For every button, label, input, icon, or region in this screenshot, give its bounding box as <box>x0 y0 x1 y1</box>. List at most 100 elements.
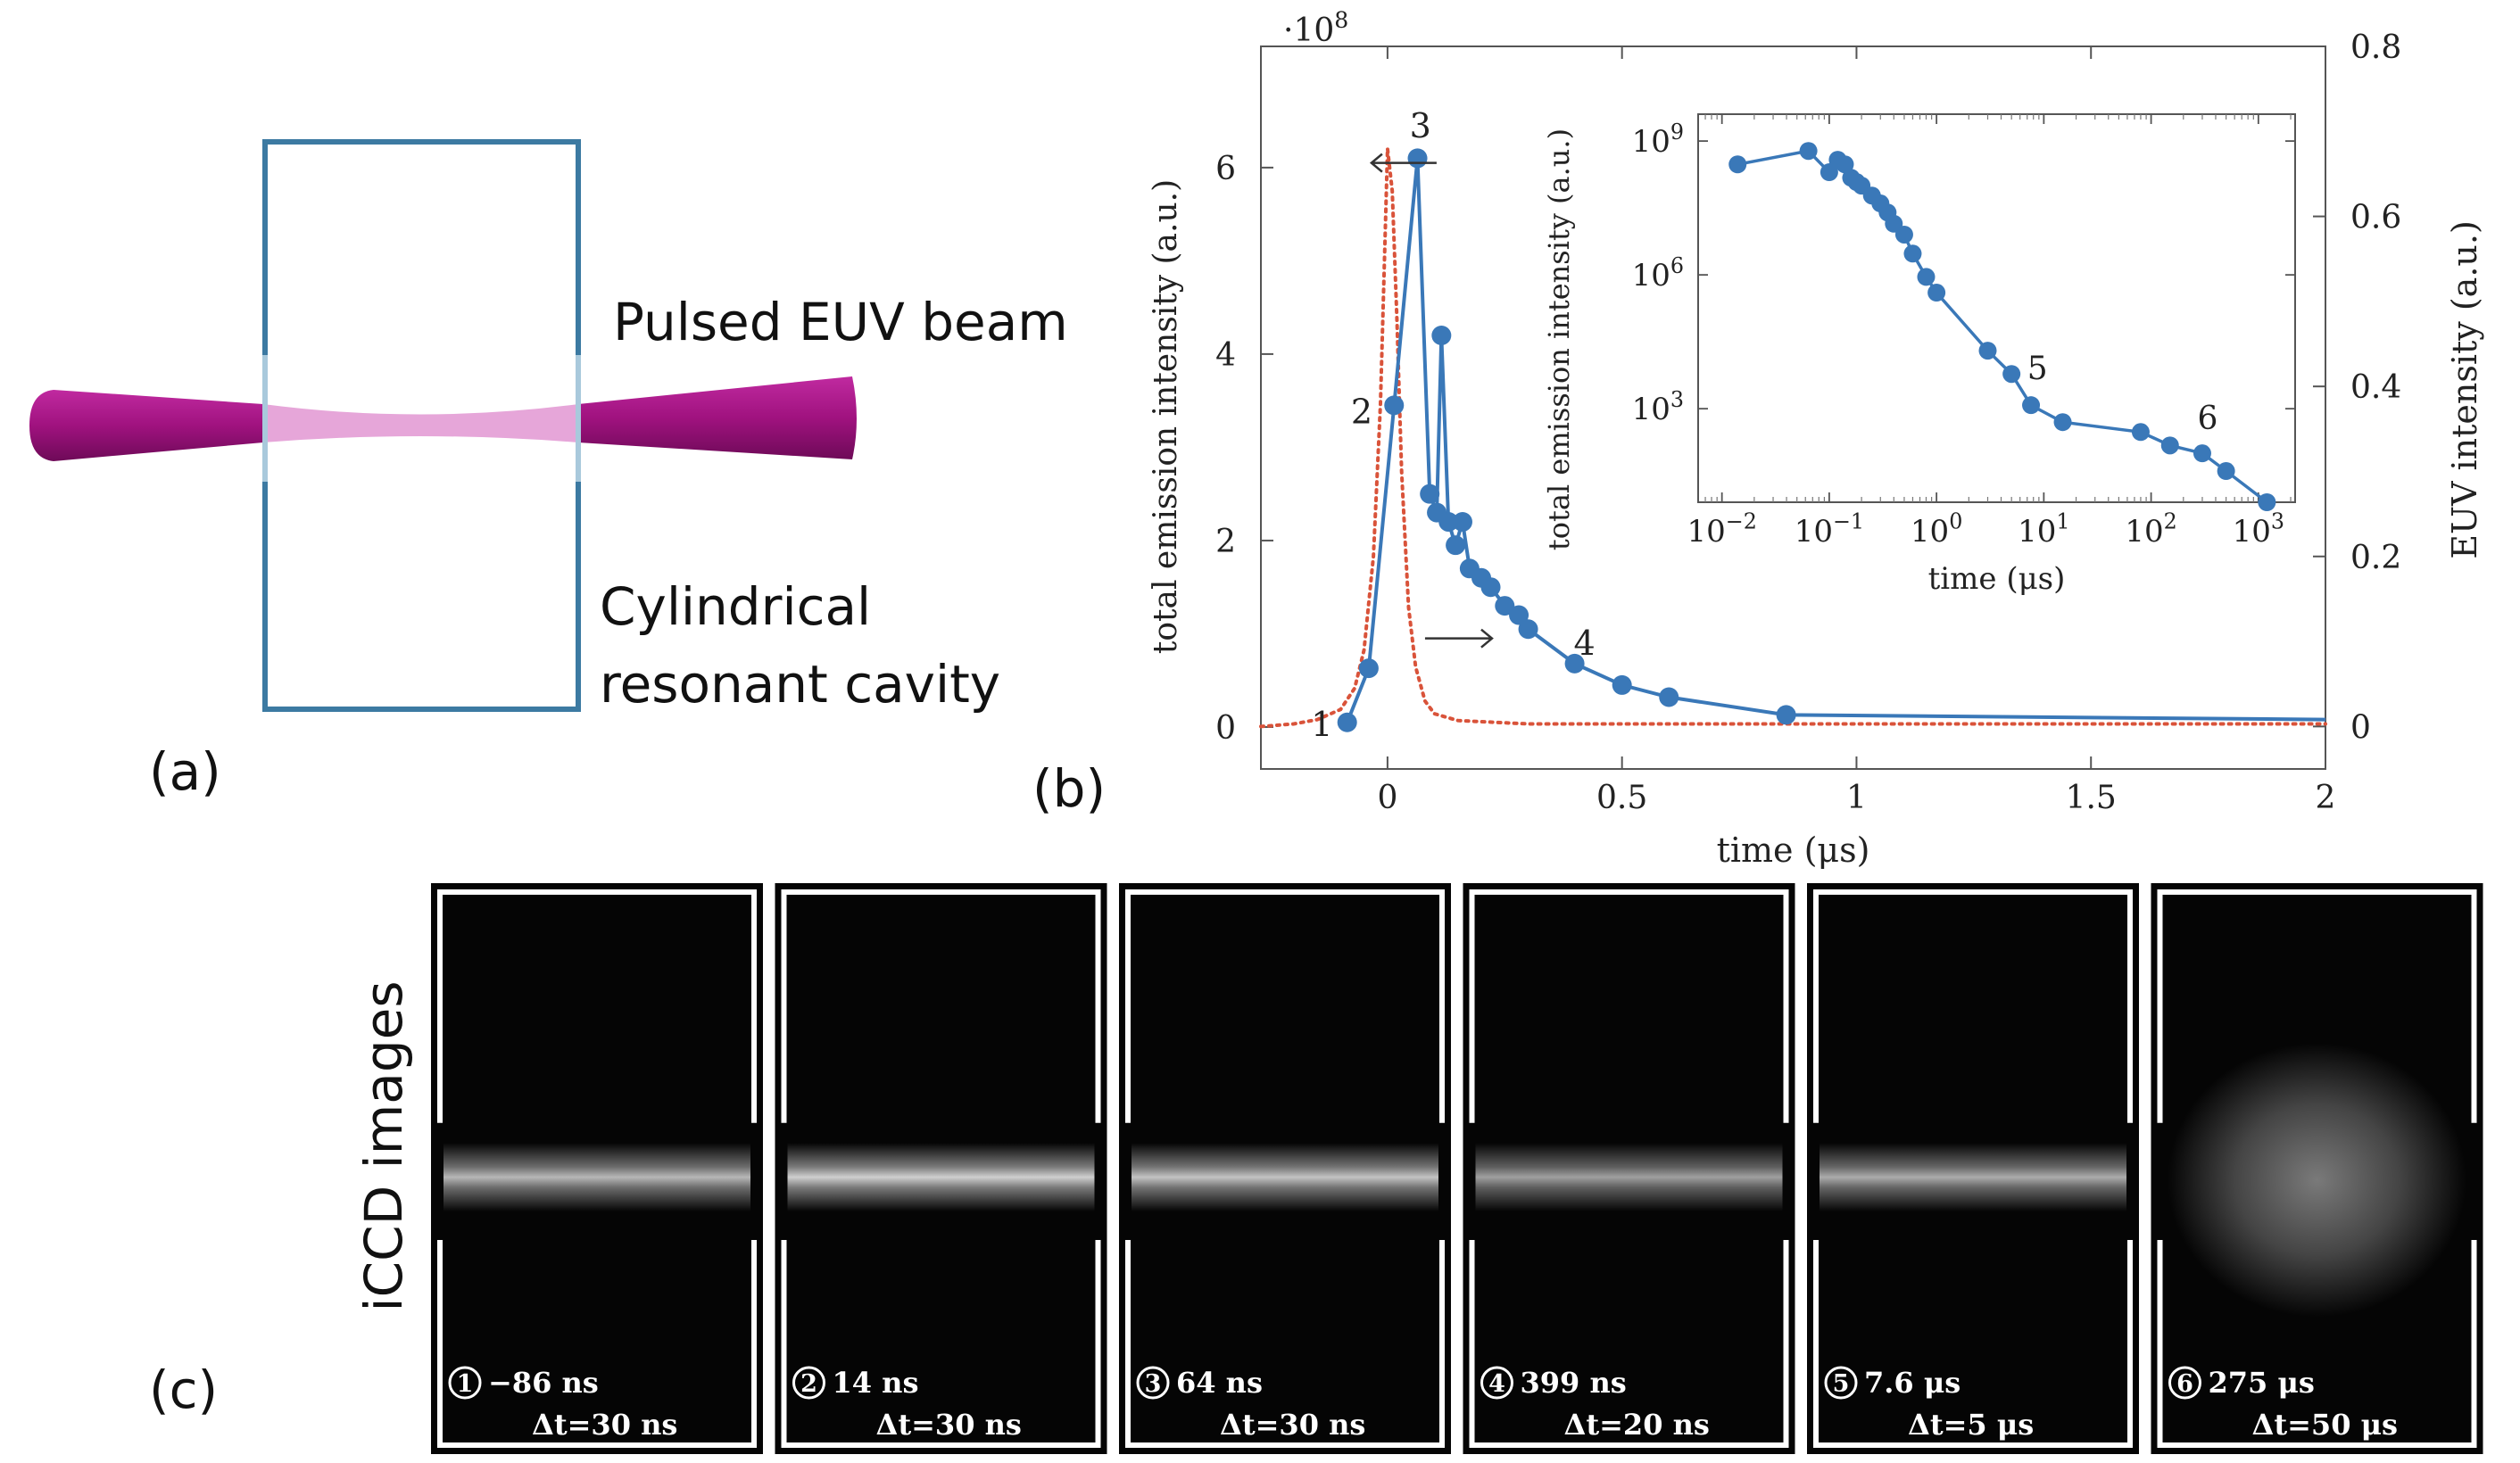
iccd-frame-2: 2 14 ns Δt=30 ns <box>775 883 1107 1454</box>
frame-number-circle <box>1136 1366 1170 1400</box>
cavity-bracket-top <box>2157 889 2477 1123</box>
y-right-axis-label: EUV intensity (a.u.) <box>2445 220 2484 559</box>
inset-x-tick-label-exp: 3 <box>2271 509 2284 534</box>
y-left-tick-label: 4 <box>1215 337 1236 374</box>
cavity-bracket-bottom <box>1469 1240 1789 1448</box>
emission-data-point <box>1420 484 1440 504</box>
frame-exposure: Δt=30 ns <box>532 1408 677 1442</box>
plasma-emission-beam <box>1820 1143 2126 1211</box>
emission-data-point <box>1659 687 1679 707</box>
y-multiplier-base: ·10 <box>1283 12 1334 49</box>
emission-data-point <box>1384 395 1405 416</box>
frame-exposure: Δt=5 μs <box>1908 1408 2034 1442</box>
iccd-side-label: iCCD images <box>353 980 414 1311</box>
inset-y-tick-label: 103 <box>1632 387 1684 427</box>
cavity-bracket-top <box>1813 889 2133 1123</box>
emission-data-point <box>1509 605 1529 625</box>
y-left-axis-label: total emission intensity (a.u.) <box>1148 179 1184 654</box>
inset-x-tick-label-exp: 2 <box>2164 509 2177 534</box>
right-axis-arrow <box>1424 628 1494 649</box>
inset-y-tick-label: 109 <box>1632 120 1684 160</box>
frame-time: 7.6 μs <box>1864 1366 1960 1400</box>
cavity-bracket-top <box>1125 889 1445 1123</box>
plasma-emission-beam <box>787 1143 1095 1211</box>
frame-number-circle <box>1480 1366 1513 1400</box>
inset-data-point <box>1799 142 1818 161</box>
y-right-tick-label: 0.2 <box>2350 540 2401 576</box>
emission-data-point <box>1407 148 1428 169</box>
plasma-emission-beam <box>1475 1143 1783 1211</box>
iccd-frame-4: 4 399 ns Δt=20 ns <box>1463 883 1795 1454</box>
emission-data-point <box>1452 512 1472 533</box>
y-left-tick-label: 2 <box>1215 524 1236 560</box>
euv-beam-right <box>578 376 857 459</box>
x-axis-label: time (μs) <box>1717 831 1870 870</box>
inset-y-tick-label-exp: 3 <box>1670 387 1684 412</box>
frame-time: 399 ns <box>1521 1366 1627 1400</box>
iccd-frames: 1 −86 ns Δt=30 ns 2 14 ns Δt=30 ns 3 64 ns Δt=30… <box>431 883 2483 1454</box>
emission-data-point <box>1431 326 1452 345</box>
panel-c: (c) iCCD images 1 −86 ns Δt=30 ns 2 14 ns Δt=… <box>149 883 2483 1454</box>
inset-x-tick-label-exp: 1 <box>2056 509 2069 534</box>
point-annotation: 2 <box>1351 393 1372 432</box>
x-tick-label: 0.5 <box>1596 780 1647 816</box>
y-left-tick-label: 0 <box>1215 710 1236 747</box>
left-axis-arrow <box>1369 153 1437 173</box>
emission-data-point <box>1564 653 1585 674</box>
inset-x-tick-label-base: 10 <box>1795 514 1833 550</box>
inset-data-point <box>2160 436 2179 455</box>
cavity-bracket-bottom <box>781 1240 1101 1448</box>
emission-data-point <box>1337 712 1357 732</box>
inset-x-tick-label: 101 <box>2018 509 2069 550</box>
frame-number: 2 <box>800 1370 817 1398</box>
y-right-tick-label: 0.6 <box>2350 200 2401 236</box>
plasma-emission-cloud <box>2168 1043 2466 1318</box>
cavity-bracket-bottom <box>2157 1240 2477 1448</box>
inset-x-tick-label: 102 <box>2125 509 2176 550</box>
inset-x-tick-label-base: 10 <box>1911 514 1949 550</box>
y-left-tick-label: 6 <box>1215 151 1236 187</box>
point-annotation: 4 <box>1574 624 1596 663</box>
panel-a-label: (a) <box>149 741 221 802</box>
cavity-label-line1: Cylindrical <box>600 576 871 637</box>
frame-exposure: Δt=20 ns <box>1564 1408 1710 1442</box>
frame-number-circle <box>792 1366 825 1400</box>
frame-time: −86 ns <box>488 1366 599 1400</box>
frame-exposure: Δt=30 ns <box>876 1408 1022 1442</box>
inset-x-tick-label: 100 <box>1911 509 1962 550</box>
inset-point-annotation: 5 <box>2027 351 2048 387</box>
inset-chart-frame <box>1697 113 2296 503</box>
inset-data-point <box>1903 244 1922 263</box>
inset-data-point <box>1927 284 1946 302</box>
frame-number: 5 <box>1833 1370 1850 1398</box>
point-annotation: 3 <box>1410 106 1431 145</box>
euv-beam-inside <box>263 404 578 442</box>
inset-data-point <box>2002 365 2021 384</box>
inset-data-point <box>1820 163 1838 182</box>
cavity-bracket-top <box>437 889 757 1123</box>
frame-time: 275 μs <box>2209 1366 2315 1400</box>
inset-data-point <box>2193 444 2211 463</box>
x-tick-label: 2 <box>2316 780 2336 816</box>
inset-y-axis-label: total emission intensity (a.u.) <box>1542 128 1576 550</box>
emission-data-point <box>1612 674 1632 695</box>
inset-data-point <box>2022 396 2041 415</box>
inset-y-tick-label-base: 10 <box>1632 258 1670 293</box>
inset-data-point <box>2217 462 2235 481</box>
panel-b-label: (b) <box>1032 758 1106 819</box>
cavity-bracket-top <box>781 889 1101 1123</box>
cavity-bracket-bottom <box>1813 1240 2133 1448</box>
point-annotation: 1 <box>1311 705 1332 744</box>
cavity-aperture <box>262 355 581 482</box>
iccd-frame-6: 6 275 μs Δt=50 μs <box>2151 883 2483 1454</box>
inset-point-annotation: 6 <box>2197 401 2217 437</box>
inset-data-point <box>2053 413 2072 432</box>
emission-data-point <box>1495 596 1515 616</box>
frame-number: 6 <box>2176 1370 2193 1398</box>
inset-x-tick-label-exp: −1 <box>1833 509 1864 534</box>
inset-x-tick-label-exp: −2 <box>1726 509 1757 534</box>
plasma-emission-beam <box>1132 1143 1438 1211</box>
inset-data-point <box>1836 155 1854 174</box>
x-tick-label: 1.5 <box>2066 780 2117 816</box>
